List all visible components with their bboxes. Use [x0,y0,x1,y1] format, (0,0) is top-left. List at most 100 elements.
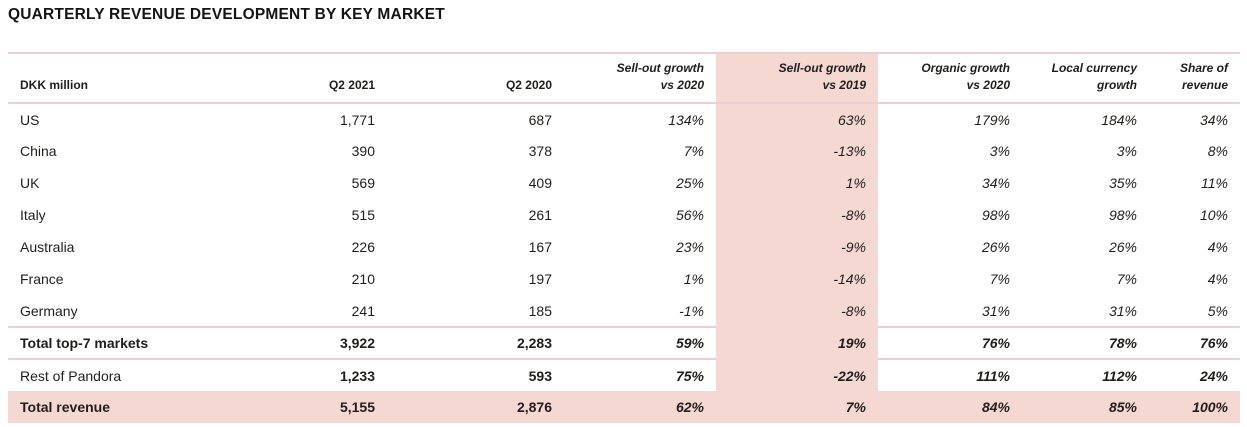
cell-sellout-growth-vs-2020: 62% [564,391,716,423]
cell-q2-2021: 226 [351,239,375,255]
cell-share-of-revenue: 5% [1207,302,1228,319]
row-label: China [20,143,57,159]
cell-sellout-growth-vs-2020: 25% [675,175,704,191]
row-label: France [20,271,64,287]
row-label: UK [20,175,40,191]
cell-sellout-growth-vs-2020: 134% [668,111,704,128]
cell-organic-growth-vs-2020: 179% [974,111,1010,128]
row-label: Australia [20,239,75,255]
cell-sellout-growth-vs-2019: -22% [716,358,878,391]
table-row: UK 569 409 25% 1% 34% 35% 11% [8,167,1240,199]
cell-q2-2021: 515 [351,207,375,223]
cell-q2-2020: 409 [528,175,552,191]
cell-local-currency-growth: 26% [1108,239,1137,255]
column-header-q2-2021: Q2 2021 [224,52,387,104]
cell-share-of-revenue: 34% [1199,111,1228,128]
cell-local-currency-growth: 78% [1022,326,1149,359]
revenue-table: DKK million Q2 2021 Q2 2020 Sell-out growth… [8,52,1240,423]
cell-organic-growth-vs-2020: 76% [878,326,1022,359]
table-row: Rest of Pandora 1,233 593 75% -22% 111% 112% 24… [8,358,1240,391]
cell-q2-2020: 593 [387,358,564,391]
cell-q2-2021: 1,233 [224,358,387,391]
row-label: Total top-7 markets [8,326,224,359]
cell-local-currency-growth: 3% [1116,143,1137,159]
row-label: Germany [20,302,78,319]
cell-share-of-revenue: 8% [1207,143,1228,159]
cell-q2-2020: 687 [528,111,552,128]
cell-sellout-growth-vs-2019: -9% [716,231,878,263]
table-row: Total top-7 markets 3,922 2,283 59% 19% 76% 78… [8,326,1240,359]
cell-share-of-revenue: 76% [1149,326,1240,359]
cell-organic-growth-vs-2020: 7% [989,271,1010,287]
cell-q2-2021: 210 [351,271,375,287]
cell-sellout-growth-vs-2019: -14% [716,263,878,295]
row-label: Rest of Pandora [8,358,224,391]
table-row: France 210 197 1% -14% 7% 7% 4% [8,263,1240,295]
cell-sellout-growth-vs-2019: 19% [716,326,878,359]
column-header-share-of-revenue: Share of revenue [1149,52,1240,104]
cell-organic-growth-vs-2020: 26% [981,239,1010,255]
cell-sellout-growth-vs-2020: 23% [675,239,704,255]
cell-sellout-growth-vs-2019: -8% [716,199,878,231]
cell-organic-growth-vs-2020: 3% [989,143,1010,159]
cell-share-of-revenue: 4% [1207,271,1228,287]
cell-organic-growth-vs-2020: 111% [878,358,1022,391]
cell-local-currency-growth: 184% [1101,111,1137,128]
column-header-q2-2020: Q2 2020 [387,52,564,104]
table-row: Germany 241 185 -1% -8% 31% 31% 5% [8,295,1240,327]
cell-sellout-growth-vs-2020: 7% [683,143,704,159]
cell-sellout-growth-vs-2019: 63% [716,103,878,135]
cell-q2-2020: 261 [528,207,552,223]
column-header-sellout-growth-vs-2019: Sell-out growth vs 2019 [716,52,878,104]
cell-q2-2021: 390 [351,143,375,159]
table-row: Total revenue 5,155 2,876 62% 7% 84% 85% 100% [8,391,1240,423]
column-header-organic-growth-vs-2020: Organic growth vs 2020 [878,52,1022,104]
cell-q2-2020: 2,876 [387,391,564,423]
cell-sellout-growth-vs-2019: -8% [716,295,878,327]
cell-local-currency-growth: 112% [1022,358,1149,391]
cell-share-of-revenue: 100% [1149,391,1240,423]
cell-share-of-revenue: 10% [1199,207,1228,223]
cell-organic-growth-vs-2020: 31% [981,302,1010,319]
table-row: China 390 378 7% -13% 3% 3% 8% [8,135,1240,167]
cell-local-currency-growth: 31% [1108,302,1137,319]
cell-q2-2020: 378 [528,143,552,159]
cell-local-currency-growth: 7% [1116,271,1137,287]
row-label: Italy [20,207,46,223]
cell-sellout-growth-vs-2020: 1% [683,271,704,287]
cell-q2-2020: 167 [528,239,552,255]
cell-local-currency-growth: 35% [1108,175,1137,191]
cell-organic-growth-vs-2020: 84% [878,391,1022,423]
cell-q2-2020: 185 [528,302,552,319]
table-row: US 1,771 687 134% 63% 179% 184% 34% [8,103,1240,135]
table-row: Italy 515 261 56% -8% 98% 98% 10% [8,199,1240,231]
cell-share-of-revenue: 11% [1201,175,1228,191]
column-header-local-currency-growth: Local currency growth [1022,52,1149,104]
cell-q2-2021: 241 [351,302,375,319]
cell-sellout-growth-vs-2019: 1% [716,167,878,199]
cell-sellout-growth-vs-2020: 59% [564,326,716,359]
page-title: QUARTERLY REVENUE DEVELOPMENT BY KEY MAR… [8,6,445,23]
cell-sellout-growth-vs-2019: -13% [716,135,878,167]
cell-share-of-revenue: 4% [1207,239,1228,255]
cell-local-currency-growth: 98% [1108,207,1137,223]
table-header-row: DKK million Q2 2021 Q2 2020 Sell-out growth… [8,52,1240,104]
cell-sellout-growth-vs-2019: 7% [716,391,878,423]
cell-sellout-growth-vs-2020: -1% [679,302,704,319]
cell-q2-2021: 569 [351,175,375,191]
cell-share-of-revenue: 24% [1149,358,1240,391]
cell-sellout-growth-vs-2020: 56% [675,207,704,223]
cell-local-currency-growth: 85% [1022,391,1149,423]
row-label: US [20,111,40,128]
table-row: Australia 226 167 23% -9% 26% 26% 4% [8,231,1240,263]
column-header-sellout-growth-vs-2020: Sell-out growth vs 2020 [564,52,716,104]
cell-organic-growth-vs-2020: 98% [981,207,1010,223]
cell-q2-2021: 3,922 [224,326,387,359]
cell-q2-2021: 5,155 [224,391,387,423]
cell-organic-growth-vs-2020: 34% [981,175,1010,191]
column-header-unit: DKK million [8,52,224,104]
cell-q2-2020: 2,283 [387,326,564,359]
cell-q2-2020: 197 [528,271,552,287]
table-body: US 1,771 687 134% 63% 179% 184% 34% China 390 378 7… [8,103,1240,423]
